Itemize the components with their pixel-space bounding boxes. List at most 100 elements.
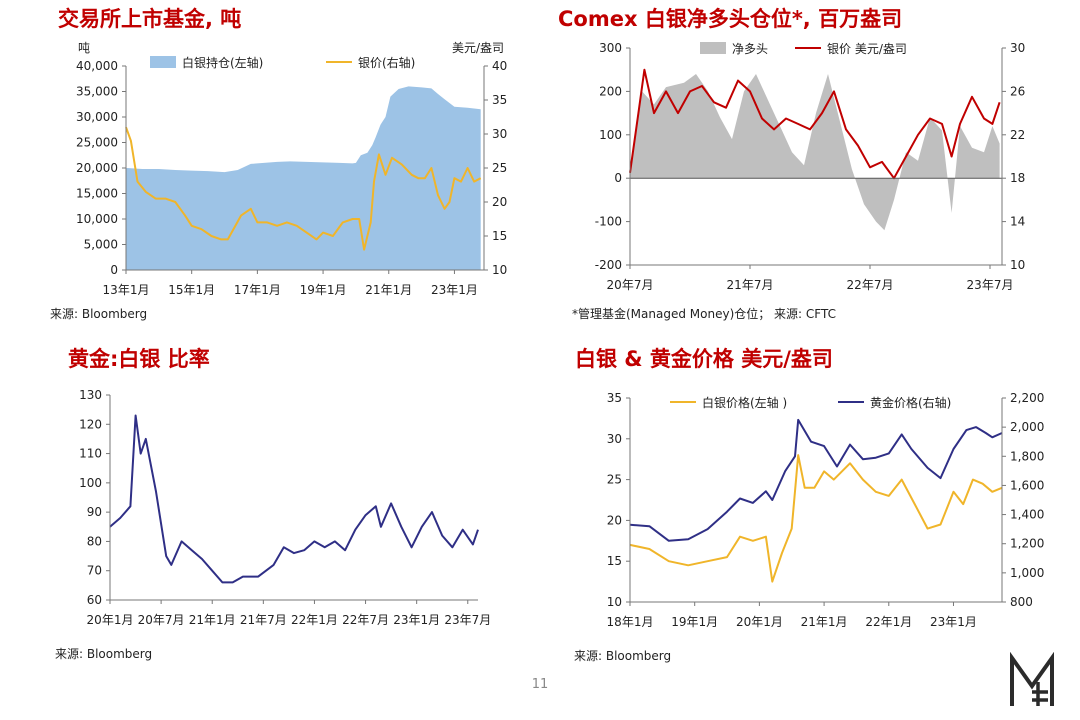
- x-tick-label: 22年7月: [342, 613, 389, 627]
- x-tick-label: 19年1月: [671, 615, 718, 629]
- series-line-1: [629, 418, 1003, 542]
- series-line-0: [629, 454, 1003, 583]
- y2-tick-label: 1,800: [1010, 449, 1044, 463]
- x-tick-label: 22年1月: [865, 615, 912, 629]
- page-number: 11: [531, 677, 549, 692]
- series-line-1: [629, 68, 1001, 180]
- y-tick-label: 300: [599, 41, 622, 55]
- right-axis-unit: 美元/盎司: [452, 41, 504, 55]
- y2-tick-label: 26: [1010, 84, 1025, 98]
- y2-tick-label: 25: [492, 161, 507, 175]
- etf-holdings-chart: 0 5,000 10,000 15,000 20,000 25,000 30,000 35,0…: [76, 41, 507, 297]
- gold-silver-ratio-chart: 60 70 80 90 100 110 120 130 20年1月 20年7月 21年1月 21年7月…: [79, 388, 491, 627]
- x-tick-label: 23年1月: [930, 615, 977, 629]
- y2-tick-label: 30: [1010, 41, 1025, 55]
- y2-tick-label: 15: [492, 229, 507, 243]
- y-tick-label: 20: [607, 513, 622, 527]
- x-tick-label: 23年7月: [967, 278, 1014, 292]
- y-tick-label: 100: [599, 128, 622, 142]
- y-tick-label: 25: [607, 473, 622, 487]
- y-tick-label: 15,000: [76, 187, 118, 201]
- y-tick-label: 0: [614, 171, 622, 185]
- y2-tick-label: 20: [492, 195, 507, 209]
- y2-tick-label: 35: [492, 93, 507, 107]
- source-note-ratio: 来源: Bloomberg: [55, 647, 153, 661]
- x-tick-label: 15年1月: [168, 283, 215, 297]
- y2-tick-label: 22: [1010, 128, 1025, 142]
- silver-gold-price-chart: 10 15 20 25 30 35 800 1,000 1,200 1,400 1,600 1,800…: [607, 391, 1045, 629]
- y2-tick-label: 800: [1010, 595, 1033, 609]
- y-tick-label: 35,000: [76, 85, 118, 99]
- y-tick-label: 200: [599, 84, 622, 98]
- series-line-1: [125, 126, 482, 251]
- x-tick-label: 13年1月: [103, 283, 150, 297]
- legend-label-1: 黄金价格(右轴): [870, 395, 951, 410]
- legend-label-0: 白银持仓(左轴): [182, 55, 263, 70]
- series-area-0: [630, 74, 1000, 231]
- y-tick-label: 80: [87, 534, 102, 548]
- source-note-comex: *管理基金(Managed Money)仓位； 来源: CFTC: [572, 307, 836, 321]
- x-tick-label: 22年1月: [291, 613, 338, 627]
- x-tick-label: 21年1月: [189, 613, 236, 627]
- legend-label-1: 银价(右轴): [358, 55, 415, 70]
- x-tick-label: 23年1月: [393, 613, 440, 627]
- series-area-0: [126, 86, 481, 271]
- brand-logo-icon: [1010, 652, 1054, 706]
- y2-tick-label: 10: [492, 263, 507, 277]
- x-tick-label: 21年7月: [727, 278, 774, 292]
- x-tick-label: 21年1月: [801, 615, 848, 629]
- x-tick-label: 21年7月: [240, 613, 287, 627]
- y2-tick-label: 18: [1010, 171, 1025, 185]
- y-tick-label: 100: [79, 476, 102, 490]
- source-note-etf: 来源: Bloomberg: [50, 307, 148, 321]
- x-tick-label: 23年1月: [431, 283, 478, 297]
- chart-title-prices: 白银 & 黄金价格 美元/盎司: [575, 347, 833, 371]
- y-tick-label: 20,000: [76, 161, 118, 175]
- x-tick-label: 17年1月: [234, 283, 281, 297]
- x-tick-label: 20年7月: [607, 278, 654, 292]
- x-tick-label: 20年7月: [138, 613, 185, 627]
- y-tick-label: 90: [87, 505, 102, 519]
- y-tick-label: 30,000: [76, 110, 118, 124]
- y-tick-label: 35: [607, 391, 622, 405]
- legend-swatch-0: [700, 42, 726, 54]
- x-tick-label: 22年7月: [847, 278, 894, 292]
- x-tick-label: 19年1月: [300, 283, 347, 297]
- x-tick-label: 20年1月: [736, 615, 783, 629]
- y-tick-label: 10: [607, 595, 622, 609]
- series-line-0: [109, 414, 479, 584]
- y-tick-label: 10,000: [76, 212, 118, 226]
- y2-tick-label: 2,000: [1010, 420, 1044, 434]
- y2-tick-label: 1,400: [1010, 508, 1044, 522]
- y-tick-label: 30: [607, 432, 622, 446]
- y-tick-label: -100: [595, 215, 622, 229]
- y-tick-label: 60: [87, 593, 102, 607]
- y2-tick-label: 1,200: [1010, 537, 1044, 551]
- chart-title-etf: 交易所上市基金, 吨: [58, 7, 242, 31]
- y-tick-label: 110: [79, 447, 102, 461]
- y2-tick-label: 2,200: [1010, 391, 1044, 405]
- legend-label-1: 银价 美元/盎司: [827, 42, 907, 56]
- x-tick-label: 20年1月: [87, 613, 134, 627]
- y2-tick-label: 1,600: [1010, 478, 1044, 492]
- left-axis-unit: 吨: [78, 41, 90, 55]
- x-tick-label: 18年1月: [607, 615, 654, 629]
- y2-tick-label: 10: [1010, 258, 1025, 272]
- y-tick-label: 40,000: [76, 59, 118, 73]
- y2-tick-label: 40: [492, 59, 507, 73]
- y-tick-label: 0: [110, 263, 118, 277]
- y-tick-label: 120: [79, 417, 102, 431]
- y-tick-label: 70: [87, 564, 102, 578]
- comex-net-long-chart: -200 -100 0 100 200 300 10 14 18 22 26 30 20年7月 21年7月…: [595, 41, 1026, 292]
- y2-tick-label: 30: [492, 127, 507, 141]
- legend-label-0: 净多头: [732, 42, 768, 56]
- y-tick-label: 5,000: [84, 238, 118, 252]
- y-tick-label: -200: [595, 258, 622, 272]
- y2-tick-label: 1,000: [1010, 566, 1044, 580]
- chart-title-comex: Comex 白银净多头仓位*, 百万盎司: [558, 7, 903, 31]
- source-note-prices: 来源: Bloomberg: [574, 649, 672, 663]
- y-tick-label: 15: [607, 554, 622, 568]
- y2-tick-label: 14: [1010, 215, 1025, 229]
- x-tick-label: 23年7月: [444, 613, 491, 627]
- x-tick-label: 21年1月: [365, 283, 412, 297]
